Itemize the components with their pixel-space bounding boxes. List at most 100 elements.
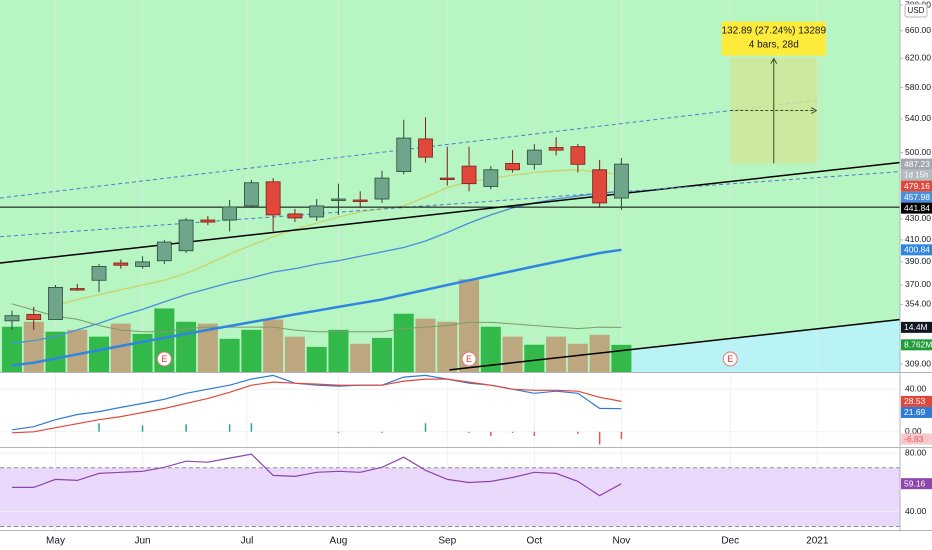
price-label: 487.23 xyxy=(904,159,930,169)
countdown-box xyxy=(901,169,932,181)
volume-ma-line xyxy=(11,303,622,333)
candle-body xyxy=(570,146,586,165)
y-tick-label: 370.00 xyxy=(905,279,931,289)
indicator-line xyxy=(12,453,622,497)
volume-bar xyxy=(480,326,501,372)
price-label-box xyxy=(901,191,932,203)
event-marker xyxy=(156,351,172,367)
price-label: 14.4M xyxy=(904,322,928,332)
trendline xyxy=(0,161,901,264)
event-label: E xyxy=(727,354,733,364)
indicator-line xyxy=(11,378,622,434)
x-tick-label: Aug xyxy=(330,536,348,547)
price-label: 8.762M xyxy=(904,340,932,350)
y-tick-label: 500.00 xyxy=(905,147,931,157)
volume-bar xyxy=(393,313,414,372)
event-marker xyxy=(461,351,477,367)
y-tick-label: 660.00 xyxy=(905,25,931,35)
x-tick-label: Nov xyxy=(613,536,631,547)
histogram-bar xyxy=(533,431,536,437)
measure-label: 132.89 (27.24%) 13289 xyxy=(721,25,826,36)
y-tick-label: 309.00 xyxy=(905,358,931,368)
y-tick-label: 354.00 xyxy=(905,299,931,309)
price-label-box xyxy=(901,406,932,418)
y-tick-label: 80.00 xyxy=(905,447,927,457)
candle-body xyxy=(26,314,42,320)
candle-body xyxy=(91,266,107,281)
volume-bar xyxy=(284,336,305,372)
moving-average-line xyxy=(11,190,622,344)
candle-body xyxy=(4,315,20,322)
candle-body xyxy=(331,198,346,201)
price-label-box xyxy=(901,339,932,351)
volume-bar xyxy=(437,321,458,372)
candle-body xyxy=(243,182,259,207)
y-tick-label: 580.00 xyxy=(905,82,931,92)
histogram-bar xyxy=(620,431,623,440)
candle-body xyxy=(352,199,368,202)
right-axis-bg xyxy=(900,0,932,550)
candle-body xyxy=(309,205,325,218)
currency-box xyxy=(904,3,928,18)
y-tick-label: 40.00 xyxy=(905,383,927,393)
measure-arrow-head xyxy=(811,107,818,114)
candle-body xyxy=(548,147,564,151)
price-label-box xyxy=(901,433,932,445)
measure-label-box xyxy=(721,21,826,56)
price-label: 479.16 xyxy=(904,181,930,191)
price-label-box xyxy=(901,321,932,333)
candle-body xyxy=(505,163,520,171)
histogram-bar xyxy=(468,431,470,433)
price-label: 28.53 xyxy=(904,396,926,406)
candle-body xyxy=(156,241,172,262)
candle-body xyxy=(461,165,477,185)
histogram-bar xyxy=(381,431,383,433)
volume-bar xyxy=(502,336,523,372)
volume-bar xyxy=(306,346,327,372)
x-tick-label: Dec xyxy=(721,536,739,547)
y-tick-label: 0.00 xyxy=(905,426,922,436)
x-tick-label: Sep xyxy=(438,536,456,547)
volume-bar xyxy=(197,323,218,372)
y-tick-label: 540.00 xyxy=(905,113,931,123)
indicator-pane-bg xyxy=(0,374,900,447)
x-tick-label: Oct xyxy=(527,536,543,547)
volume-bar xyxy=(110,323,131,372)
moving-average-line xyxy=(11,248,622,367)
volume-bar xyxy=(546,336,567,372)
candle-body xyxy=(526,149,542,165)
volume-bar xyxy=(611,344,632,372)
indicator-line xyxy=(11,374,622,431)
countdown-label: 1d 15h xyxy=(904,171,928,180)
measure-sublabel: 4 bars, 28d xyxy=(749,39,799,50)
price-label: 59.16 xyxy=(904,478,926,488)
volume-bar xyxy=(89,336,110,372)
volume-bar xyxy=(567,343,588,372)
event-label: E xyxy=(161,354,167,364)
volume-bar xyxy=(371,337,392,372)
candle-body xyxy=(439,177,455,180)
candle-body xyxy=(374,177,390,200)
moving-average-line xyxy=(55,169,622,307)
histogram-bar xyxy=(598,431,601,445)
price-label: 21.69 xyxy=(904,407,926,417)
volume-bar xyxy=(415,318,436,372)
histogram-bar xyxy=(185,424,187,432)
measure-arrow-head xyxy=(770,57,778,64)
volume-bar xyxy=(241,329,262,372)
candle-body xyxy=(592,169,608,204)
price-label: 457.98 xyxy=(904,192,930,202)
histogram-bar xyxy=(250,423,253,432)
candle-body xyxy=(396,137,412,173)
price-label-box xyxy=(901,244,932,256)
histogram-bar xyxy=(511,431,514,433)
candle-body xyxy=(287,213,303,219)
candle-body xyxy=(48,286,63,320)
histogram-bar xyxy=(98,423,100,432)
price-label: 441.84 xyxy=(904,203,930,213)
price-label-box xyxy=(901,478,932,490)
x-tick-label: Jun xyxy=(135,536,151,547)
candle-body xyxy=(418,138,433,158)
future-fill xyxy=(621,319,900,372)
